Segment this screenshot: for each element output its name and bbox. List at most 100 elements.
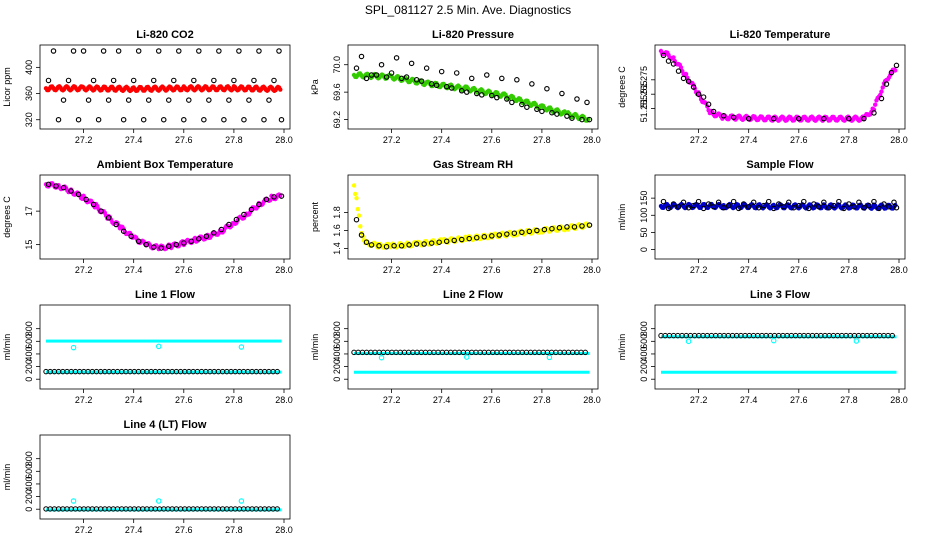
y-tick-label: 400: [24, 476, 34, 491]
y-tick-label: 600: [24, 464, 34, 479]
x-tick-label: 27.6: [175, 395, 193, 405]
chart-panel: Li-820 CO2 Licor ppm 27.2 27.4 27.6 27.8 28.0 3…: [2, 29, 293, 145]
data-point: [770, 337, 777, 344]
data-point: [534, 106, 540, 113]
x-tick-label: 28.0: [583, 395, 601, 405]
data-point: [683, 71, 689, 77]
data-point: [796, 115, 802, 122]
plot-frame: [39, 44, 291, 130]
data-point: [356, 213, 362, 218]
data-point: [750, 199, 757, 206]
data-point: [544, 85, 550, 92]
data-point: [373, 72, 380, 78]
y-axis-label: Licor ppm: [2, 67, 12, 107]
data-point: [150, 244, 157, 250]
y-tick-label: 400: [24, 346, 34, 361]
data-point: [155, 48, 162, 54]
plot-frame: [654, 174, 906, 260]
data-point: [70, 498, 77, 504]
data-point: [221, 116, 227, 123]
data-point: [274, 368, 280, 375]
x-tick-label: 27.4: [125, 525, 143, 535]
data-point: [358, 224, 363, 229]
data-point: [846, 201, 852, 207]
data-point: [458, 88, 465, 94]
data-point: [158, 245, 164, 251]
data-point: [105, 215, 112, 221]
data-point: [720, 204, 727, 211]
data-point: [90, 201, 97, 208]
data-point: [494, 94, 500, 101]
data-point: [120, 116, 127, 123]
data-point: [98, 208, 104, 214]
data-point: [173, 241, 180, 248]
chart-panel: Sample Flow ml/min 27.2 27.4 27.6 27.8 28.0 0 50…: [617, 159, 908, 275]
y-tick-label: 200: [24, 359, 34, 374]
y-axis-label: kPa: [310, 79, 320, 95]
data-point: [685, 338, 692, 345]
x-tick-label: 27.2: [690, 135, 708, 145]
data-point: [564, 113, 570, 119]
data-point: [564, 224, 570, 230]
panel-title: Li-820 Pressure: [432, 29, 514, 41]
data-point: [886, 203, 892, 210]
panel-title: Sample Flow: [746, 159, 814, 171]
x-tick-label: 27.6: [175, 135, 193, 145]
x-tick-label: 27.4: [125, 265, 143, 275]
data-point: [554, 111, 560, 117]
data-point: [853, 338, 860, 344]
data-point: [403, 74, 410, 80]
data-point: [266, 97, 272, 103]
data-point: [100, 48, 107, 54]
data-point: [866, 202, 872, 209]
x-tick-label: 28.0: [275, 265, 293, 275]
x-tick-label: 28.0: [890, 265, 908, 275]
chart-panel: Line 1 Flow ml/min 27.2 27.4 27.6 27.8 28.0 0 20…: [2, 289, 293, 405]
x-tick-label: 27.6: [483, 135, 501, 145]
data-point: [271, 77, 277, 84]
x-tick-label: 27.4: [433, 265, 451, 275]
data-point: [50, 48, 57, 54]
data-point: [406, 242, 412, 248]
panel-title: Li-820 Temperature: [730, 29, 831, 41]
x-tick-label: 27.4: [125, 395, 143, 405]
data-point: [841, 205, 847, 212]
data-point: [413, 77, 420, 83]
data-point: [514, 77, 520, 83]
data-point: [354, 195, 359, 201]
data-point: [408, 60, 415, 67]
x-tick-label: 27.8: [533, 135, 551, 145]
data-point: [113, 221, 119, 228]
y-axis-label: ml/min: [2, 464, 12, 491]
figure-title: SPL_081127 2.5 Min. Ave. Diagnostics: [365, 3, 571, 17]
data-point: [176, 48, 182, 54]
x-tick-label: 27.2: [75, 525, 93, 535]
data-point: [143, 241, 149, 248]
data-point: [68, 188, 74, 194]
data-point: [263, 196, 270, 203]
chart-panel: Gas Stream RH percent 27.2 27.4 27.6 27.8 28.0…: [310, 159, 601, 275]
x-tick-label: 28.0: [275, 525, 293, 535]
y-tick-label: 200: [24, 489, 34, 504]
x-tick-label: 27.4: [433, 135, 451, 145]
plot-area: [43, 48, 285, 123]
x-tick-label: 27.2: [383, 265, 401, 275]
data-point: [770, 115, 777, 122]
x-tick-label: 27.2: [383, 395, 401, 405]
plot-area: [43, 181, 285, 252]
data-point: [671, 55, 676, 60]
data-point: [458, 236, 465, 243]
y-axis-label: ml/min: [617, 204, 627, 231]
y-tick-label: 0: [639, 377, 649, 382]
data-point: [529, 81, 535, 87]
data-point: [571, 224, 578, 230]
data-point: [238, 344, 245, 350]
x-tick-label: 27.6: [483, 265, 501, 275]
data-point: [836, 198, 842, 205]
data-point: [274, 506, 280, 512]
data-point: [135, 48, 142, 54]
plot-area: [43, 498, 282, 512]
data-point: [433, 82, 440, 89]
x-tick-label: 27.4: [740, 265, 758, 275]
plot-frame: [347, 304, 599, 390]
